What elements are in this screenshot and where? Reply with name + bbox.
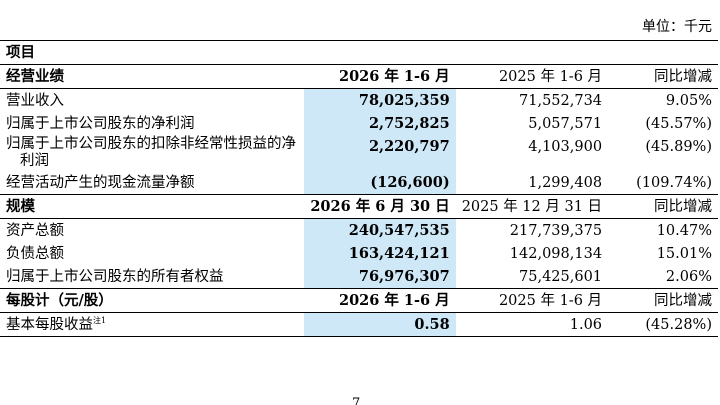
column-header-change: 同比增减 <box>608 288 718 313</box>
column-header-prior: 2025 年 12 月 31 日 <box>455 194 609 219</box>
column-header-prior: 2025 年 1-6 月 <box>455 288 609 313</box>
prior-value: 5,057,571 <box>528 115 603 132</box>
current-value: 163,424,121 <box>304 242 456 265</box>
row-label-line1: 归属于上市公司股东的扣除非经常性损益的净 <box>6 136 296 152</box>
row-label: 负债总额 <box>6 245 64 262</box>
change-value: (45.28%) <box>608 312 718 337</box>
current-value: 76,976,307 <box>304 265 456 289</box>
change-value: (45.57%) <box>645 115 712 132</box>
current-value: 240,547,535 <box>304 218 456 242</box>
column-header-change: 同比增减 <box>608 64 718 89</box>
page-number: 7 <box>352 396 361 405</box>
section-header-per-share: 每股计（元/股） 2026 年 1-6 月 2025 年 1-6 月 同比增减 <box>0 288 718 313</box>
section-header-operating: 经营业绩 2026 年 1-6 月 2025 年 1-6 月 同比增减 <box>0 64 718 89</box>
prior-value: 1.06 <box>455 312 609 337</box>
prior-value: 75,425,601 <box>455 265 609 289</box>
section-label: 规模 <box>0 194 305 219</box>
current-value: (126,600) <box>304 171 456 195</box>
change-value: 9.05% <box>665 92 712 109</box>
row-label-text: 基本每股收益 <box>6 316 93 333</box>
table-row: 负债总额 163,424,121 142,098,134 15.01% <box>0 242 718 265</box>
row-label: 资产总额 <box>6 222 64 239</box>
row-label: 营业收入 <box>6 92 64 109</box>
current-value: 0.58 <box>304 312 456 337</box>
prior-value: 4,103,900 <box>528 139 603 155</box>
prior-value: 1,299,408 <box>455 171 609 195</box>
change-value: 10.47% <box>656 222 712 239</box>
section-label: 经营业绩 <box>0 64 305 89</box>
column-header-current: 2026 年 1-6 月 <box>304 64 456 89</box>
row-label: 归属于上市公司股东的所有者权益 <box>0 265 305 289</box>
column-header-current: 2026 年 6 月 30 日 <box>304 194 456 219</box>
row-label-line2: 利润 <box>20 153 49 169</box>
current-value: 2,752,825 <box>304 112 456 135</box>
table-row: 归属于上市公司股东的净利润 2,752,825 5,057,571 (45.57… <box>0 112 718 135</box>
section-header-scale: 规模 2026 年 6 月 30 日 2025 年 12 月 31 日 同比增减 <box>0 194 718 219</box>
row-label: 经营活动产生的现金流量净额 <box>0 171 305 195</box>
item-header: 项目 <box>0 40 305 65</box>
item-header-row: 项目 <box>0 40 718 65</box>
financial-summary-table: 项目 经营业绩 2026 年 1-6 月 2025 年 1-6 月 同比增减 营… <box>0 40 718 337</box>
table-row: 基本每股收益注1 0.58 1.06 (45.28%) <box>0 312 718 337</box>
prior-value: 71,552,734 <box>519 92 603 109</box>
prior-value: 217,739,375 <box>509 222 603 239</box>
section-label: 每股计（元/股） <box>0 288 305 313</box>
row-label: 归属于上市公司股东的净利润 <box>6 115 195 132</box>
table-row: 归属于上市公司股东的扣除非经常性损益的净 利润 2,220,797 4,103,… <box>0 135 718 171</box>
change-value: (45.89%) <box>645 139 712 155</box>
table-row: 经营活动产生的现金流量净额 (126,600) 1,299,408 (109.7… <box>0 171 718 195</box>
column-header-change: 同比增减 <box>608 194 718 219</box>
column-header-current: 2026 年 1-6 月 <box>304 288 456 313</box>
footnote-marker: 注1 <box>93 315 107 325</box>
column-header-prior: 2025 年 1-6 月 <box>455 64 609 89</box>
prior-value: 142,098,134 <box>509 245 603 262</box>
row-label: 基本每股收益注1 <box>0 312 305 337</box>
change-value: 15.01% <box>656 245 712 262</box>
unit-label: 单位：千元 <box>642 19 712 35</box>
current-value: 2,220,797 <box>304 135 456 171</box>
change-value: (109.74%) <box>608 171 718 195</box>
row-label: 归属于上市公司股东的扣除非经常性损益的净 利润 <box>0 135 304 171</box>
change-value: 2.06% <box>608 265 718 289</box>
table-row: 资产总额 240,547,535 217,739,375 10.47% <box>0 218 718 242</box>
current-value: 78,025,359 <box>304 88 456 112</box>
table-row: 营业收入 78,025,359 71,552,734 9.05% <box>0 88 718 112</box>
table-row: 归属于上市公司股东的所有者权益 76,976,307 75,425,601 2.… <box>0 265 718 289</box>
